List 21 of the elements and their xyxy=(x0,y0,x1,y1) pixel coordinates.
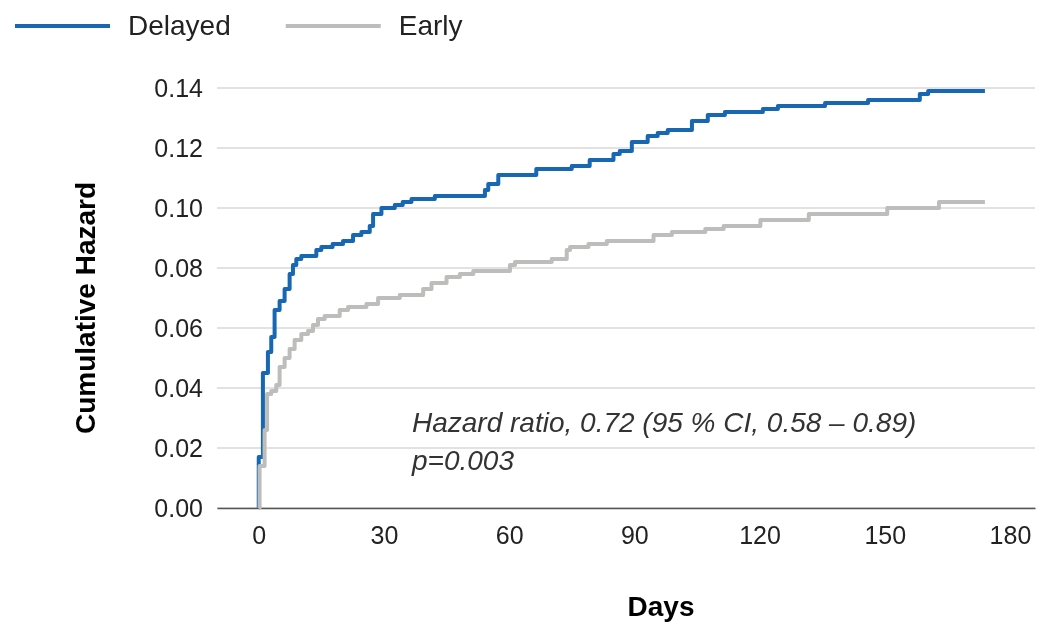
y-tick-label: 0.14 xyxy=(154,73,204,102)
x-tick-label: 180 xyxy=(989,520,1032,549)
y-axis-title: Cumulative Hazard xyxy=(70,181,101,435)
x-tick-label: 150 xyxy=(864,520,907,549)
y-tick-label: 0.10 xyxy=(154,193,203,222)
annotation: p=0.003 xyxy=(411,445,515,476)
x-tick-label: 120 xyxy=(739,520,781,549)
y-tick-label: 0.12 xyxy=(154,133,203,162)
y-tick-label: 0.04 xyxy=(154,373,204,402)
y-tick-label: 0.06 xyxy=(154,313,203,342)
legend-label: Early xyxy=(398,10,463,41)
x-tick-label: 90 xyxy=(620,520,649,549)
y-tick-label: 0.00 xyxy=(154,493,203,522)
legend-label: Delayed xyxy=(128,10,231,41)
x-tick-label: 60 xyxy=(495,520,524,549)
x-tick-label: 0 xyxy=(252,520,267,549)
x-axis-title: Days xyxy=(627,591,695,622)
annotation: Hazard ratio, 0.72 (95 % CI, 0.58 – 0.89) xyxy=(412,407,917,438)
x-tick-label: 30 xyxy=(370,520,399,549)
y-tick-label: 0.02 xyxy=(154,433,203,462)
y-tick-label: 0.08 xyxy=(154,253,203,282)
